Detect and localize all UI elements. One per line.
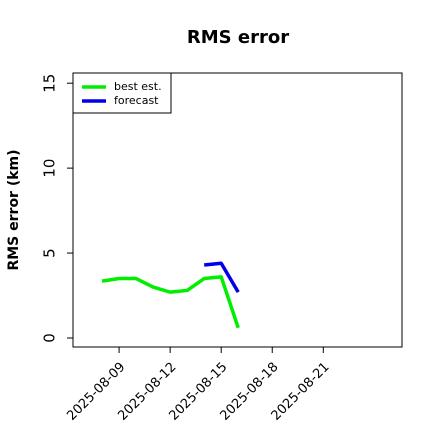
- y-tick-label: 10: [41, 159, 59, 178]
- legend-label: forecast: [114, 94, 159, 107]
- y-axis-label: RMS error (km): [6, 149, 22, 270]
- y-tick-label: 0: [41, 333, 59, 343]
- legend-label: best est.: [114, 80, 162, 93]
- chart-title: RMS error: [187, 27, 289, 48]
- y-tick-label: 15: [41, 74, 59, 93]
- plot-frame: [72, 72, 403, 348]
- series-line: [204, 261, 240, 294]
- y-tick-label: 5: [41, 248, 59, 258]
- series-line: [101, 275, 240, 329]
- legend-box: [72, 72, 172, 114]
